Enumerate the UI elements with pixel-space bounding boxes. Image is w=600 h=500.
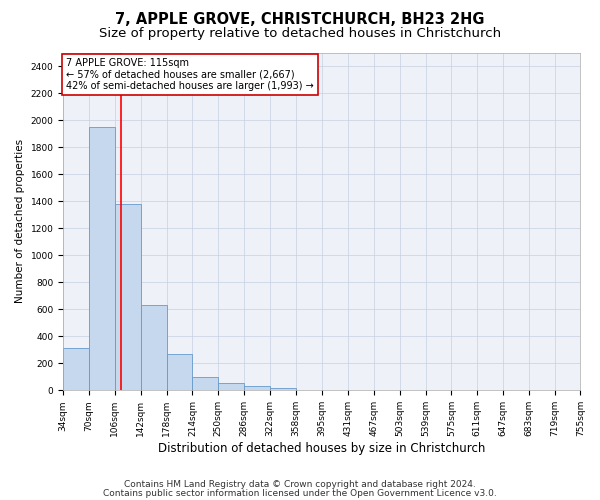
Bar: [89, 127, 115, 390]
Bar: [115, 204, 141, 390]
Text: Contains HM Land Registry data © Crown copyright and database right 2024.: Contains HM Land Registry data © Crown c…: [124, 480, 476, 489]
Bar: [193, 377, 218, 390]
X-axis label: Distribution of detached houses by size in Christchurch: Distribution of detached houses by size …: [158, 442, 485, 455]
Text: Contains public sector information licensed under the Open Government Licence v3: Contains public sector information licen…: [103, 488, 497, 498]
Bar: [244, 386, 270, 390]
Y-axis label: Number of detached properties: Number of detached properties: [15, 140, 25, 304]
Bar: [63, 348, 89, 391]
Text: 7 APPLE GROVE: 115sqm
← 57% of detached houses are smaller (2,667)
42% of semi-d: 7 APPLE GROVE: 115sqm ← 57% of detached …: [66, 58, 314, 91]
Text: Size of property relative to detached houses in Christchurch: Size of property relative to detached ho…: [99, 28, 501, 40]
Bar: [270, 388, 296, 390]
Bar: [141, 305, 167, 390]
Bar: [218, 383, 244, 390]
Text: 7, APPLE GROVE, CHRISTCHURCH, BH23 2HG: 7, APPLE GROVE, CHRISTCHURCH, BH23 2HG: [115, 12, 485, 28]
Bar: [167, 354, 193, 391]
